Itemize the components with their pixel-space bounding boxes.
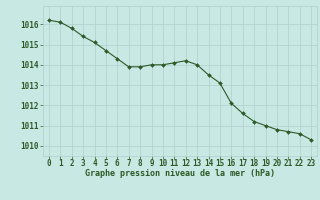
X-axis label: Graphe pression niveau de la mer (hPa): Graphe pression niveau de la mer (hPa): [85, 169, 275, 178]
